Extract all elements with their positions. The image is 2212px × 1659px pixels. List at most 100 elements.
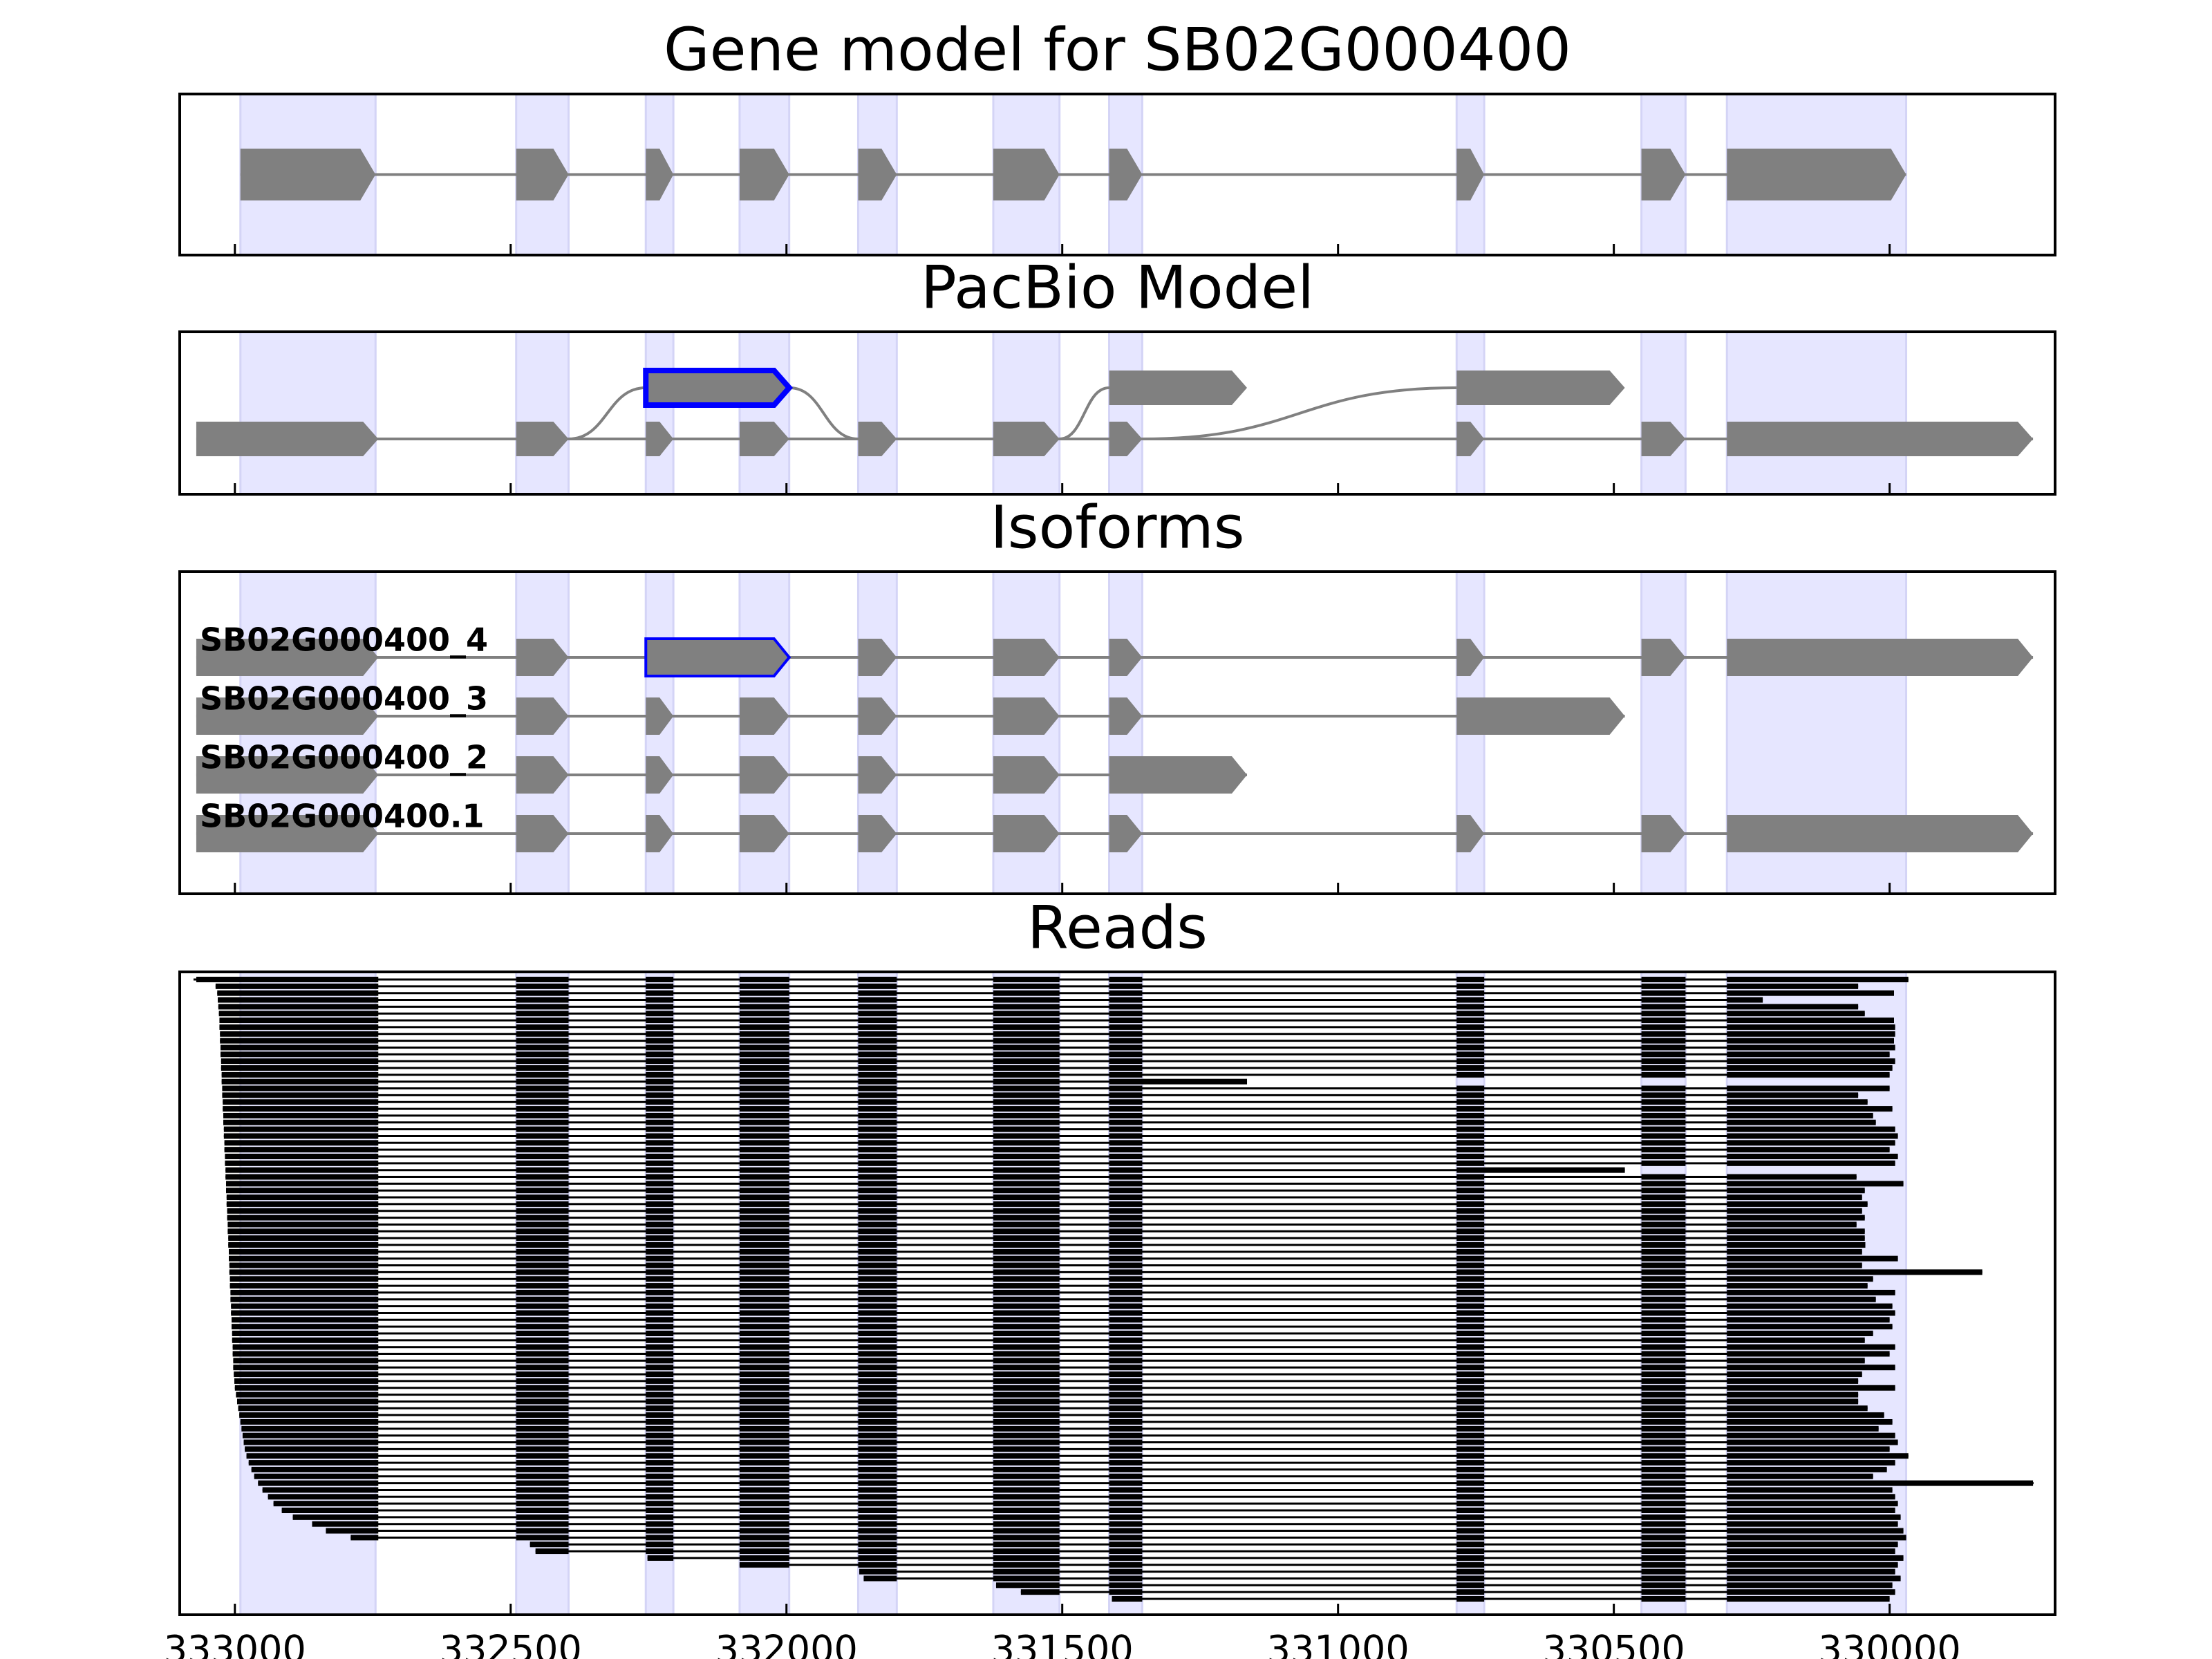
read-block: [516, 1154, 569, 1159]
exon-shade: [738, 330, 791, 496]
read-block: [226, 1201, 379, 1207]
read-block: [858, 1419, 897, 1425]
read-block: [739, 1262, 789, 1268]
read-block: [858, 1535, 897, 1541]
read-block: [1727, 1439, 1898, 1445]
read-block: [647, 1555, 674, 1561]
read-block: [230, 1296, 379, 1302]
read-block: [1641, 1344, 1686, 1350]
read-block: [516, 1119, 569, 1125]
read-block: [1456, 1126, 1485, 1132]
read-block: [1456, 1385, 1485, 1391]
read-block: [646, 1473, 674, 1479]
read-block: [858, 1508, 897, 1513]
read-block: [739, 1562, 789, 1568]
read-block: [229, 1283, 379, 1289]
read-block: [993, 1555, 1060, 1561]
read-block: [1641, 1405, 1686, 1412]
read-block: [858, 1385, 897, 1391]
read-block: [1109, 1480, 1143, 1486]
exon: [1727, 815, 2034, 852]
read-block: [1456, 1453, 1485, 1459]
read-block: [312, 1521, 379, 1527]
read-block: [1641, 997, 1686, 1003]
read-block: [1109, 1119, 1143, 1125]
read-block: [1727, 1528, 1904, 1534]
read-block: [1641, 1575, 1686, 1582]
read-block: [993, 1235, 1060, 1241]
read-block: [993, 1480, 1060, 1486]
read-block: [1641, 1446, 1686, 1452]
read-block: [1727, 1494, 1895, 1500]
read-block: [226, 1188, 379, 1194]
read-block: [1727, 1269, 1983, 1275]
read-block: [993, 1004, 1060, 1010]
read-block: [993, 1514, 1060, 1520]
read-block: [229, 1269, 379, 1275]
read-block: [993, 1548, 1060, 1555]
read-block: [516, 1051, 569, 1058]
read-block: [1109, 1181, 1143, 1187]
read-block: [1727, 1215, 1865, 1221]
read-block: [229, 1262, 379, 1268]
read-block: [993, 1405, 1060, 1412]
read-block: [1641, 1140, 1686, 1146]
read-block: [254, 1473, 379, 1479]
read-block: [232, 1324, 379, 1330]
read-block: [1727, 1147, 1890, 1153]
panel-frame: [178, 330, 2056, 496]
read-block: [516, 1221, 569, 1228]
read-block: [1641, 1044, 1686, 1051]
read-block: [1456, 1568, 1485, 1575]
read-block: [1109, 1018, 1143, 1024]
read-block: [993, 1065, 1060, 1071]
read-block: [993, 1575, 1060, 1582]
x-tick-label: 330500: [1543, 1628, 1685, 1659]
read-block: [858, 1487, 897, 1493]
read-block: [1020, 1589, 1060, 1595]
read-block: [646, 1439, 674, 1445]
read-block: [1641, 1303, 1686, 1309]
splice-junction: [789, 386, 859, 440]
read-block: [1641, 1126, 1686, 1132]
read-block: [1727, 1351, 1890, 1357]
read-block: [1456, 1439, 1485, 1445]
read-block: [1456, 1248, 1485, 1255]
read-block: [1641, 1283, 1686, 1289]
read-block: [1727, 1487, 1893, 1493]
read-block: [1641, 1439, 1686, 1445]
read-block: [1641, 1085, 1686, 1091]
read-block: [1109, 1575, 1143, 1582]
read-block: [516, 1494, 569, 1500]
read-block: [993, 1365, 1060, 1371]
read-block: [646, 1521, 674, 1527]
read-block: [516, 1317, 569, 1323]
read-block: [1109, 1425, 1143, 1432]
read-block: [1727, 1398, 1859, 1405]
read-block: [739, 1215, 789, 1221]
alternative-exon: [1456, 371, 1625, 405]
read-block: [226, 1181, 379, 1187]
read-block: [993, 1541, 1060, 1548]
read-block: [1109, 1174, 1143, 1180]
panel-frame: [178, 971, 2056, 1616]
read-block: [1727, 1521, 1898, 1527]
read-block: [739, 1439, 789, 1445]
read-block: [516, 1508, 569, 1513]
read-block: [993, 1269, 1060, 1275]
read-block: [1109, 1473, 1143, 1479]
read-block: [516, 990, 569, 996]
read-block: [646, 1419, 674, 1425]
read-block: [245, 1446, 379, 1452]
read-block: [858, 1303, 897, 1309]
read-block: [1109, 1221, 1143, 1228]
read-block: [1727, 1031, 1895, 1037]
read-block: [858, 1371, 897, 1378]
read-block: [516, 997, 569, 1003]
read-block: [1109, 1038, 1143, 1044]
read-block: [1727, 1589, 1895, 1595]
read-block: [739, 990, 789, 996]
read-block: [646, 1215, 674, 1221]
exon: [516, 697, 569, 735]
exon: [1109, 697, 1143, 735]
